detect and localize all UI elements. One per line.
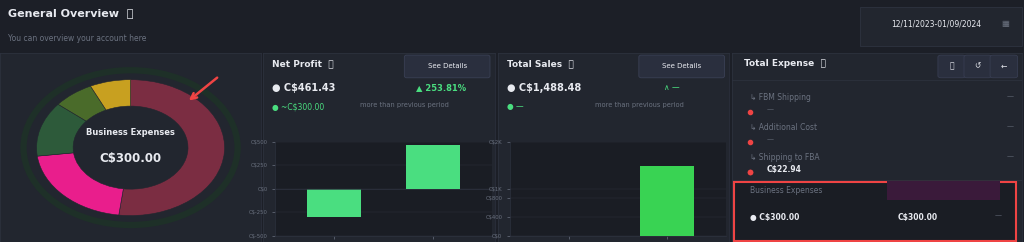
- Wedge shape: [37, 104, 86, 156]
- Text: ↳ FBM Shipping: ↳ FBM Shipping: [750, 93, 810, 102]
- Text: —: —: [1007, 153, 1014, 159]
- Text: See Details: See Details: [428, 63, 467, 69]
- Text: ↺: ↺: [975, 61, 981, 71]
- FancyBboxPatch shape: [733, 182, 1016, 241]
- FancyBboxPatch shape: [990, 55, 1018, 78]
- Wedge shape: [90, 80, 130, 110]
- Text: 29.21%: 29.21%: [906, 186, 938, 195]
- Text: ∧ —: ∧ —: [665, 83, 680, 92]
- Bar: [307, 189, 361, 217]
- Text: ▲ 253.81%: ▲ 253.81%: [416, 83, 466, 92]
- FancyBboxPatch shape: [639, 55, 724, 78]
- Text: ←: ←: [1000, 61, 1007, 71]
- Text: —: —: [767, 106, 774, 112]
- Bar: [640, 166, 694, 236]
- Text: ● C$300.00: ● C$300.00: [750, 213, 799, 222]
- Text: See Details: See Details: [663, 63, 701, 69]
- Text: —: —: [994, 213, 1001, 219]
- Text: General Overview  🔔: General Overview 🔔: [8, 8, 133, 18]
- Text: ▦: ▦: [1001, 19, 1010, 29]
- Text: C$300.00: C$300.00: [99, 152, 162, 166]
- Text: —: —: [1007, 93, 1014, 99]
- FancyBboxPatch shape: [887, 181, 1000, 200]
- Wedge shape: [119, 80, 224, 216]
- FancyBboxPatch shape: [938, 55, 966, 78]
- Text: Net Profit  ⓘ: Net Profit ⓘ: [272, 59, 334, 68]
- Text: ● C$461.43: ● C$461.43: [272, 83, 336, 93]
- Text: Business Expenses: Business Expenses: [750, 186, 822, 195]
- Text: —: —: [767, 136, 774, 142]
- Text: ⤢: ⤢: [949, 61, 953, 71]
- Text: You can overview your account here: You can overview your account here: [8, 34, 146, 43]
- Text: 12/11/2023-01/09/2024: 12/11/2023-01/09/2024: [891, 19, 981, 29]
- Text: ↳ Additional Cost: ↳ Additional Cost: [750, 123, 817, 132]
- Wedge shape: [37, 153, 123, 215]
- Text: C$300.00: C$300.00: [897, 213, 937, 222]
- Text: Total Sales  ⓘ: Total Sales ⓘ: [507, 59, 573, 68]
- Wedge shape: [58, 86, 106, 121]
- Text: more than previous period: more than previous period: [360, 102, 450, 108]
- Text: more than previous period: more than previous period: [595, 102, 684, 108]
- Text: ● ~C$300.00: ● ~C$300.00: [272, 102, 325, 111]
- Text: ● C$1,488.48: ● C$1,488.48: [507, 83, 582, 93]
- Text: ↳ Shipping to FBA: ↳ Shipping to FBA: [750, 153, 819, 162]
- Text: —: —: [767, 166, 774, 172]
- Text: Business Expenses: Business Expenses: [86, 128, 175, 137]
- Text: C$22.94: C$22.94: [767, 165, 802, 174]
- Text: ● —: ● —: [507, 102, 523, 111]
- Bar: [406, 145, 460, 189]
- FancyBboxPatch shape: [964, 55, 991, 78]
- Text: —: —: [1007, 123, 1014, 129]
- FancyBboxPatch shape: [860, 7, 1022, 45]
- Text: Total Expense  ⓘ: Total Expense ⓘ: [743, 59, 825, 68]
- FancyBboxPatch shape: [404, 55, 489, 78]
